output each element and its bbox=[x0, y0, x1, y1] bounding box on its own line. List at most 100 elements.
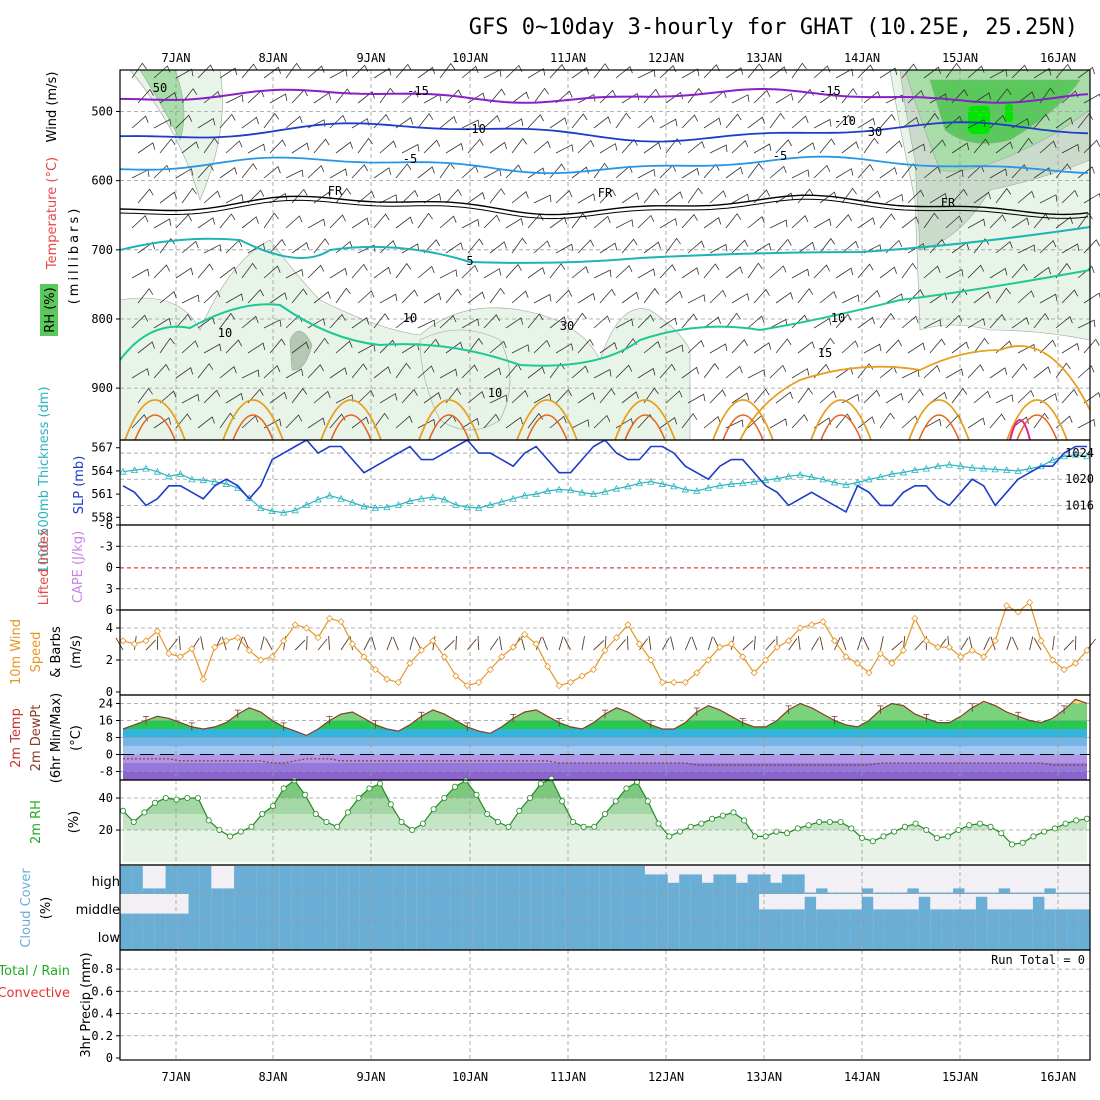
y-tick-label: 0 bbox=[106, 561, 113, 575]
rh2m-point bbox=[1009, 841, 1016, 848]
wind-barb bbox=[681, 366, 699, 379]
wind-barb bbox=[819, 138, 836, 154]
cloud-cell bbox=[941, 909, 954, 922]
wind-speed-point bbox=[509, 643, 517, 651]
wind-barb bbox=[791, 414, 808, 429]
rh2m-point bbox=[966, 822, 973, 829]
cloud-bg bbox=[873, 894, 886, 922]
rh2m-point bbox=[987, 823, 994, 830]
cloud-cell bbox=[542, 866, 555, 894]
wind-barb bbox=[131, 62, 147, 79]
wind-speed-point bbox=[1049, 656, 1057, 664]
rh2m-point bbox=[687, 823, 694, 830]
rh2m-point bbox=[709, 815, 716, 822]
wind-barb bbox=[923, 66, 941, 79]
wind-barb bbox=[181, 88, 198, 104]
rh2m-point bbox=[184, 795, 191, 802]
wind-barb bbox=[615, 219, 634, 229]
cloud-bg bbox=[1055, 894, 1068, 922]
slp-ticks: 567 564 561 558 1024 1020 1016 bbox=[91, 441, 1094, 525]
rh2m-point bbox=[644, 798, 651, 805]
wind-barb bbox=[577, 338, 594, 354]
cloud-bg bbox=[177, 894, 189, 922]
cloud-cell bbox=[759, 874, 771, 894]
rh2m-point bbox=[1030, 833, 1037, 840]
cloud-bg bbox=[896, 866, 908, 894]
wind-barb bbox=[483, 413, 500, 429]
cloud-cell bbox=[576, 894, 589, 922]
wind10m-barb bbox=[1011, 637, 1019, 651]
wind-barb bbox=[819, 92, 838, 104]
wind-barb bbox=[263, 365, 281, 379]
upper-air-panel: -15 -15-10-10-5 -5FR FRFR51010101550301030 … bbox=[40, 62, 1100, 441]
wind-barb bbox=[769, 66, 787, 79]
contour-label: 10 bbox=[488, 386, 502, 400]
cloud-bg bbox=[120, 894, 132, 922]
cloud-cell bbox=[838, 922, 851, 950]
wind-barb bbox=[1017, 244, 1036, 254]
wind10m-barb bbox=[1052, 636, 1055, 651]
wind-barb bbox=[571, 212, 588, 229]
precip-label-total: Total / Rain bbox=[0, 964, 70, 979]
wind-barb bbox=[175, 267, 194, 279]
rh2m-point bbox=[355, 795, 362, 802]
wind-barb bbox=[489, 88, 506, 104]
wind-barb bbox=[835, 68, 854, 79]
date-label-bottom: 7JAN bbox=[162, 1070, 191, 1084]
rh-axis-label: RH (%) bbox=[43, 287, 58, 332]
wind-barb bbox=[907, 342, 926, 354]
contour-label: 15 bbox=[818, 346, 832, 360]
wind-barb bbox=[709, 243, 728, 254]
cloud-cell bbox=[530, 894, 543, 922]
y-tick-label: 0.4 bbox=[91, 1007, 113, 1021]
wind-barb bbox=[857, 316, 875, 329]
wind-barb bbox=[643, 241, 661, 254]
cloud-cell bbox=[941, 922, 954, 950]
wind-barb bbox=[263, 212, 279, 229]
cloud-cell bbox=[747, 874, 760, 894]
wind-barb bbox=[197, 263, 214, 279]
wind-speed-point bbox=[165, 650, 173, 658]
wind-barb bbox=[263, 265, 281, 279]
wind-barb bbox=[989, 214, 1007, 229]
wind-barb bbox=[417, 113, 434, 129]
wind10m-barb bbox=[145, 639, 157, 651]
thickness-point bbox=[957, 462, 965, 470]
wind-barb bbox=[307, 264, 325, 279]
cloud-cell bbox=[702, 882, 714, 894]
thickness-point bbox=[761, 476, 770, 484]
wind-barb bbox=[357, 91, 375, 104]
thickness-point bbox=[658, 480, 667, 487]
cloud-cell bbox=[599, 866, 612, 894]
cloud-cell bbox=[519, 866, 532, 894]
cloud-bg bbox=[1078, 894, 1091, 922]
cloud-cell bbox=[747, 922, 760, 950]
wind10m-barb bbox=[563, 637, 571, 651]
wind-barb bbox=[269, 93, 288, 104]
cloud-cell bbox=[576, 866, 589, 894]
wind-barb bbox=[901, 216, 919, 229]
wind-barb bbox=[599, 89, 617, 104]
rh2m-point bbox=[666, 833, 673, 840]
warm-contour bbox=[712, 399, 774, 441]
wind-barb bbox=[225, 392, 244, 404]
thickness-point bbox=[165, 472, 173, 480]
thickness-point bbox=[899, 468, 908, 476]
wind-barb bbox=[203, 190, 221, 204]
cloud-cell bbox=[884, 909, 897, 922]
wind-barb bbox=[153, 118, 172, 129]
cloud-cell bbox=[896, 892, 908, 894]
minmax-marker bbox=[785, 705, 792, 714]
cloud-cell bbox=[861, 888, 874, 894]
cloud-cell bbox=[199, 866, 212, 894]
rh2m-point bbox=[387, 801, 394, 808]
wind-barb bbox=[841, 294, 860, 304]
wind-barb bbox=[549, 362, 565, 379]
wind-barb bbox=[153, 317, 172, 329]
wind-barb bbox=[285, 414, 303, 429]
wind-speed-point bbox=[957, 653, 965, 661]
wind-barb bbox=[1039, 87, 1055, 104]
cloud-cell bbox=[177, 922, 189, 950]
wind10m-barb bbox=[499, 636, 503, 651]
wind-barb bbox=[373, 313, 390, 329]
